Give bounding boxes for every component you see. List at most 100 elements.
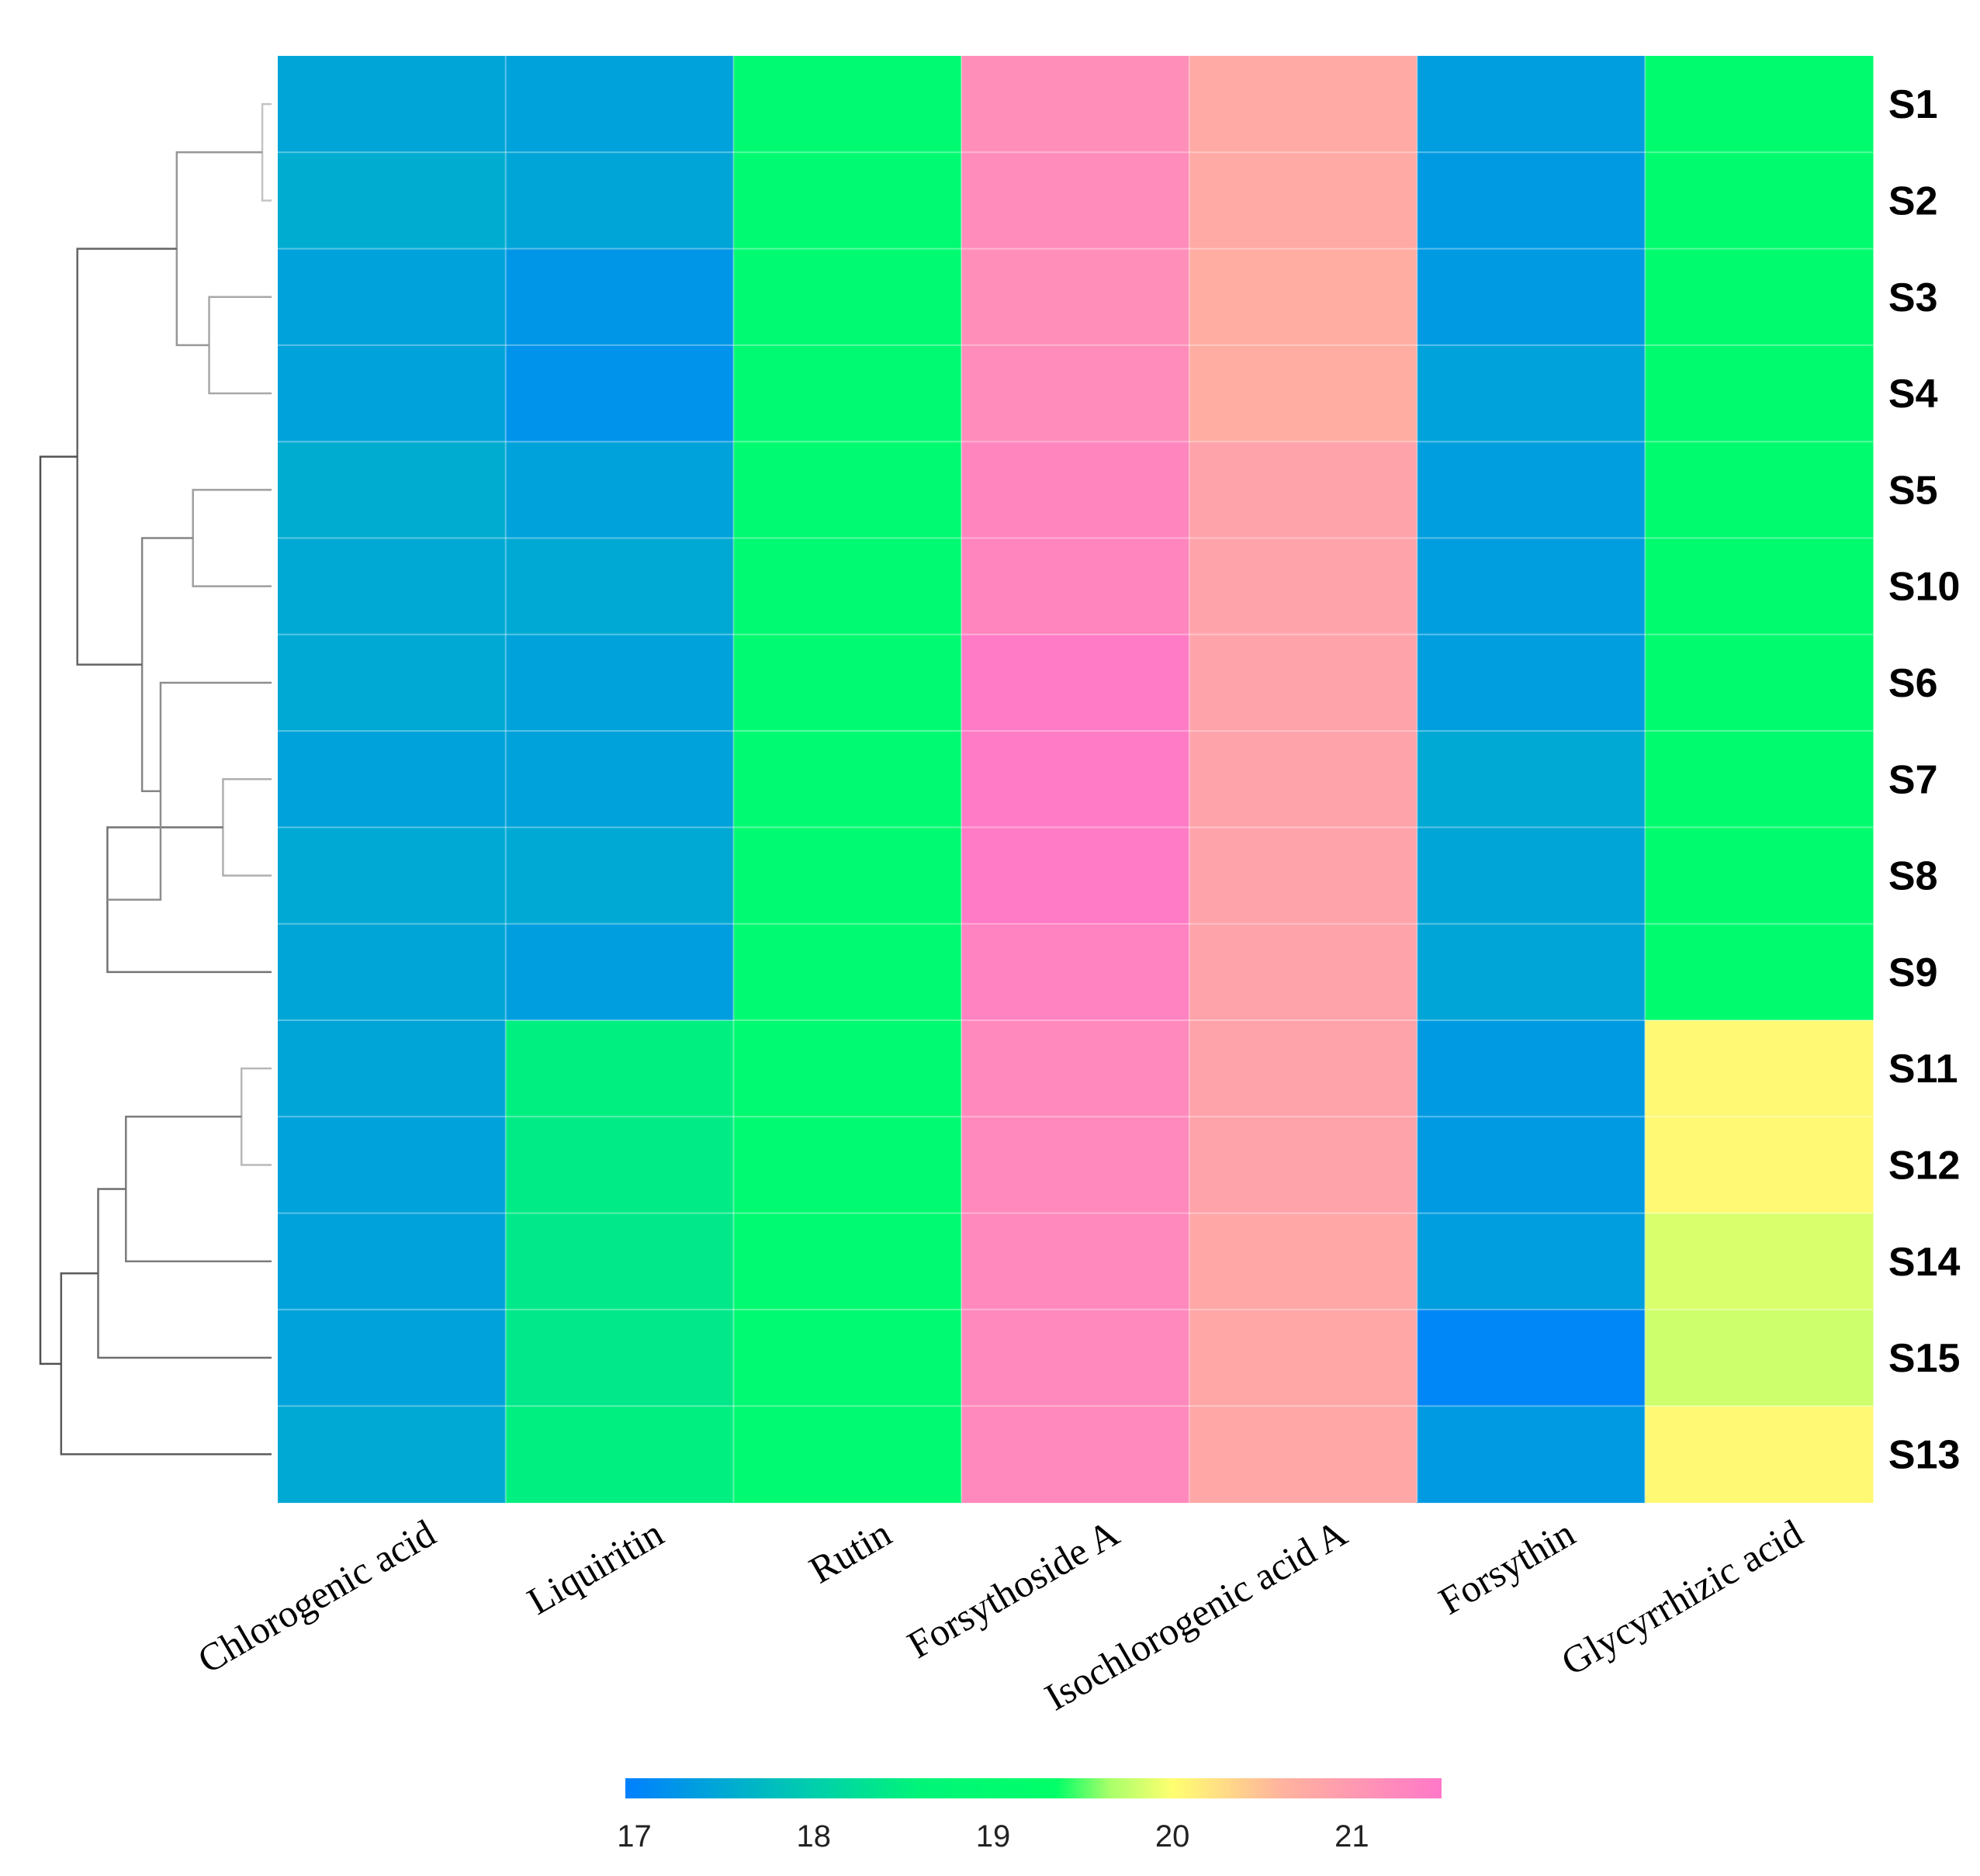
heatmap-cell-s6-col1 xyxy=(278,634,507,732)
heatmap-cell-s11-col7 xyxy=(1645,1020,1874,1117)
heatmap-cell-s8-col6 xyxy=(1417,827,1646,925)
heatmap-cell-s5-col3 xyxy=(733,441,962,539)
row-label-s2: S2 xyxy=(1888,178,1938,223)
heatmap-cell-s9-col1 xyxy=(278,923,507,1021)
heatmap-cell-s15-col5 xyxy=(1189,1309,1418,1407)
dendrogram-branch-d xyxy=(222,778,272,877)
heatmap-cell-s8-col1 xyxy=(278,827,507,925)
dendrogram-branch-j xyxy=(125,1116,272,1262)
dendrogram-branch-h xyxy=(140,537,193,793)
heatmap-cell-s15-col1 xyxy=(278,1309,507,1407)
heatmap-cell-s14-col2 xyxy=(505,1213,734,1310)
heatmap-cell-s5-col2 xyxy=(505,441,734,539)
heatmap-cell-s4-col5 xyxy=(1189,344,1418,442)
dendrogram-branch-i xyxy=(175,151,263,347)
heatmap-cell-s7-col3 xyxy=(733,731,962,828)
heatmap-cell-s3-col3 xyxy=(733,248,962,346)
heatmap-cell-s1-col5 xyxy=(1189,56,1418,153)
colorbar: 17 18 19 20 21 xyxy=(617,1778,1442,1854)
column-label-forsythin: Forsythin xyxy=(1431,1511,1582,1623)
heatmap-cell-s13-col2 xyxy=(505,1406,734,1504)
row-label-s3: S3 xyxy=(1888,275,1938,320)
heatmap-cell-s5-col1 xyxy=(278,441,507,539)
heatmap-cell-s11-col6 xyxy=(1417,1020,1646,1117)
heatmap-cell-s4-col4 xyxy=(961,344,1190,442)
heatmap-cell-s2-col7 xyxy=(1645,152,1874,250)
heatmap-cell-s12-col1 xyxy=(278,1116,507,1214)
heatmap-cell-s14-col4 xyxy=(961,1213,1190,1310)
heatmap-cell-s5-col4 xyxy=(961,441,1190,539)
row-label-s5: S5 xyxy=(1888,468,1938,513)
heatmap-cell-s10-col7 xyxy=(1645,538,1874,635)
heatmap-cell-s7-col1 xyxy=(278,731,507,828)
colorbar-tick-label-18: 18 xyxy=(797,1819,832,1854)
dendrogram-branch-l xyxy=(76,247,177,666)
heatmap-cell-s4-col2 xyxy=(505,344,734,442)
column-labels: Chlorogenic acid Liquiritin Rutin Forsythos… xyxy=(190,1511,1809,1719)
row-label-s7: S7 xyxy=(1888,757,1938,802)
heatmap-cell-s7-col6 xyxy=(1417,731,1646,828)
heatmap-cell-s14-col6 xyxy=(1417,1213,1646,1310)
row-label-s9: S9 xyxy=(1888,950,1938,995)
colorbar-tick-label-20: 20 xyxy=(1155,1819,1190,1854)
dendrogram-branch-b xyxy=(208,296,272,395)
column-label-rutin: Rutin xyxy=(801,1511,898,1592)
dendrogram-branch-c xyxy=(192,489,272,587)
row-label-s1: S1 xyxy=(1888,82,1938,127)
heatmap-cell-s15-col6 xyxy=(1417,1309,1646,1407)
column-label-forsythoside-a: Forsythoside A xyxy=(900,1511,1126,1667)
heatmap-cell-s14-col5 xyxy=(1189,1213,1418,1310)
heatmap-cell-s10-col1 xyxy=(278,538,507,635)
heatmap-cell-s2-col4 xyxy=(961,152,1190,250)
heatmap-cell-s6-col6 xyxy=(1417,634,1646,732)
heatmap-cell-s10-col4 xyxy=(961,538,1190,635)
heatmap-cell-s4-col1 xyxy=(278,344,507,442)
heatmap-cell-s6-col3 xyxy=(733,634,962,732)
heatmap-cell-s14-col3 xyxy=(733,1213,962,1310)
heatmap-grid-lines xyxy=(278,56,1873,1503)
heatmap-cell-s9-col7 xyxy=(1645,923,1874,1021)
heatmap-cell-s4-col3 xyxy=(733,344,962,442)
heatmap-cells xyxy=(278,56,1874,1504)
row-dendrogram xyxy=(39,102,272,1455)
heatmap-cell-s1-col2 xyxy=(505,56,734,153)
row-label-s11: S11 xyxy=(1888,1047,1958,1092)
colorbar-tick-label-21: 21 xyxy=(1334,1819,1369,1854)
heatmap-cell-s8-col7 xyxy=(1645,827,1874,925)
heatmap-cell-s13-col1 xyxy=(278,1406,507,1504)
heatmap-cell-s12-col2 xyxy=(505,1116,734,1214)
row-label-s13: S13 xyxy=(1888,1432,1961,1477)
column-label-chlorogenic-acid: Chlorogenic acid xyxy=(190,1511,442,1682)
heatmap-cell-s5-col5 xyxy=(1189,441,1418,539)
heatmap-cell-s1-col4 xyxy=(961,56,1190,153)
heatmap-cell-s11-col5 xyxy=(1189,1020,1418,1117)
heatmap-cell-s13-col4 xyxy=(961,1406,1190,1504)
heatmap-cell-s11-col3 xyxy=(733,1020,962,1117)
heatmap-cell-s13-col7 xyxy=(1645,1406,1874,1504)
column-label-liquiritin: Liquiritin xyxy=(520,1511,670,1623)
colorbar-gradient-bar xyxy=(625,1778,1442,1798)
dendrogram-branch-a xyxy=(261,102,272,202)
heatmap-cell-s1-col3 xyxy=(733,56,962,153)
heatmap-cell-s9-col4 xyxy=(961,923,1190,1021)
heatmap-cell-s11-col1 xyxy=(278,1020,507,1117)
heatmap-cell-s3-col1 xyxy=(278,248,507,346)
heatmap-cell-s15-col3 xyxy=(733,1309,962,1407)
heatmap-cell-s3-col6 xyxy=(1417,248,1646,346)
heatmap-cell-s2-col5 xyxy=(1189,152,1418,250)
row-label-s14: S14 xyxy=(1888,1240,1961,1285)
heatmap-cell-s13-col6 xyxy=(1417,1406,1646,1504)
row-label-s15: S15 xyxy=(1888,1336,1961,1381)
heatmap-cell-s7-col2 xyxy=(505,731,734,828)
row-label-s6: S6 xyxy=(1888,661,1938,706)
dendrogram-branch-n xyxy=(39,455,78,1365)
heatmap-cell-s8-col2 xyxy=(505,827,734,925)
heatmap-cell-s8-col5 xyxy=(1189,827,1418,925)
heatmap-cell-s4-col7 xyxy=(1645,344,1874,442)
heatmap-cell-s1-col7 xyxy=(1645,56,1874,153)
heatmap-cell-s12-col4 xyxy=(961,1116,1190,1214)
heatmap-cell-s13-col5 xyxy=(1189,1406,1418,1504)
heatmap-cell-s10-col6 xyxy=(1417,538,1646,635)
heatmap-cell-s10-col5 xyxy=(1189,538,1418,635)
